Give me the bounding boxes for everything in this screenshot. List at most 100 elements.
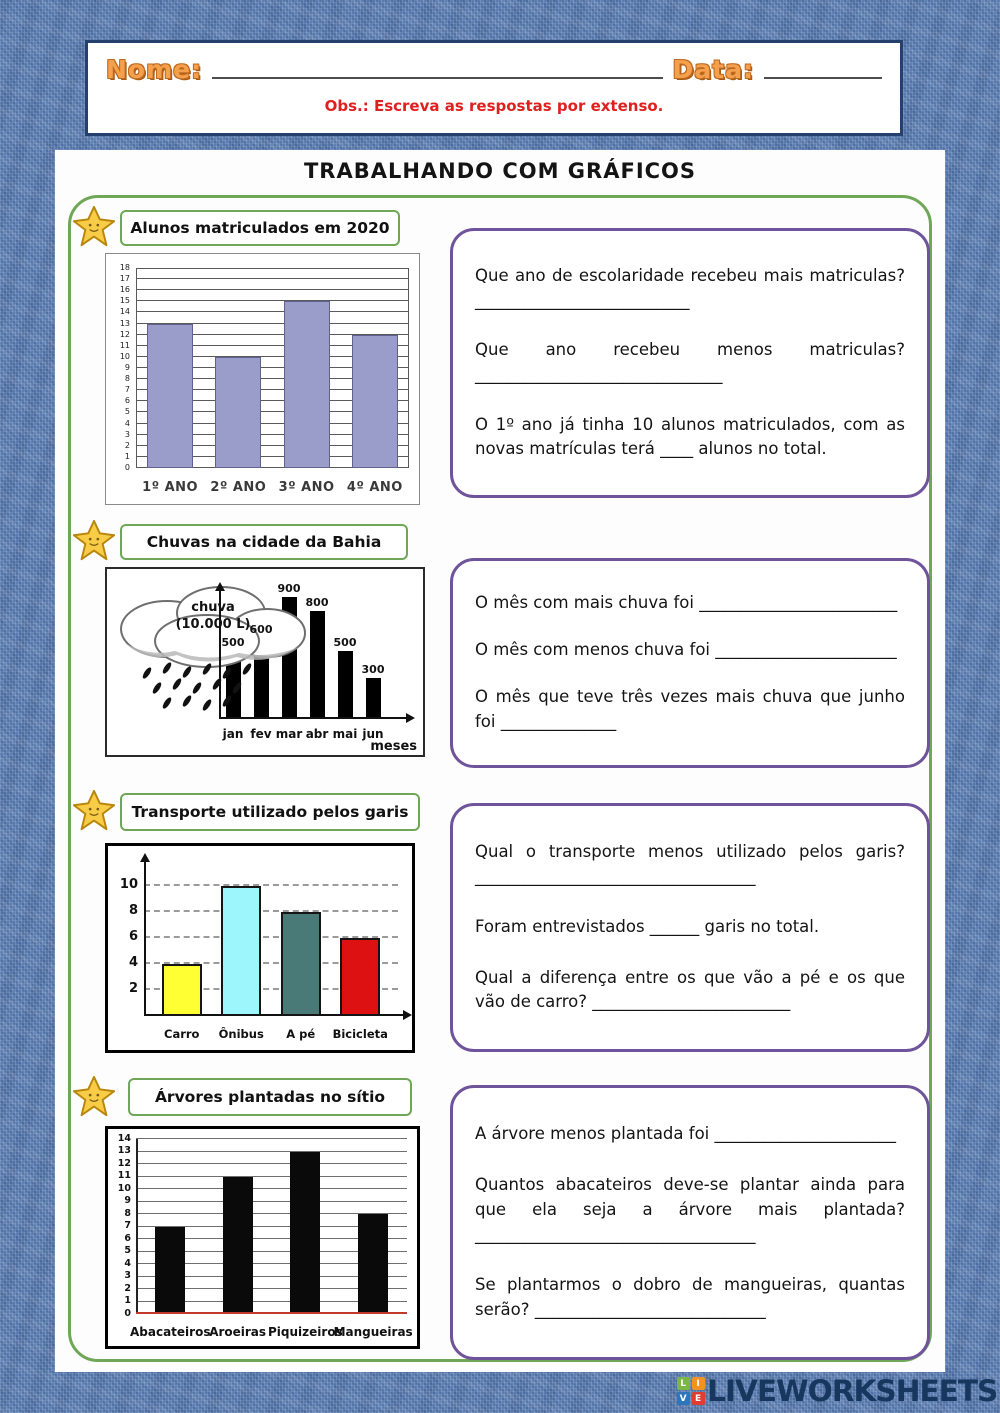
x-category-label: 2º ANO [210, 480, 267, 495]
gridline-dashed [144, 936, 398, 938]
bar-Piquizeiros [290, 1151, 321, 1312]
x-category-label: 4º ANO [346, 480, 403, 495]
gridline [136, 1300, 407, 1302]
y-tick-label: 18 [119, 263, 130, 272]
chart-arvores: 0 1 2 3 4 5 6 7 8 9 10 11 12 13 14 Abacateiros Aroeiras P… [105, 1126, 420, 1349]
bar-value-label: 500 [221, 636, 245, 650]
x-category-label: jun [362, 727, 384, 741]
date-label: Data: [672, 55, 754, 84]
x-category-label: mar [275, 727, 303, 741]
bar-2º ANO [215, 356, 262, 468]
question-text: Quantos abacateiros deve-se plantar aind… [475, 1175, 905, 1244]
star-icon [72, 519, 116, 561]
y-axis-title-line2: (10.000 L) [176, 617, 251, 632]
y-tick-label: 4 [128, 955, 138, 970]
y-tick-label: 9 [124, 363, 130, 372]
gridline [136, 278, 409, 280]
gridline [136, 1150, 407, 1152]
y-tick-label: 15 [119, 296, 130, 306]
page-title: TRABALHANDO COM GRÁFICOS [303, 159, 697, 183]
y-tick-label: 5 [124, 1245, 131, 1256]
chart-transporte: 2 4 6 8 10 Carro Ônibus A pé Bicicleta [105, 843, 415, 1053]
gridline [136, 311, 409, 313]
x-category-label: mai [332, 727, 358, 741]
y-tick-label: 12 [117, 1157, 131, 1169]
name-blank-line[interactable] [212, 77, 663, 79]
bar-value-label: 600 [249, 622, 273, 636]
y-tick-label: 4 [124, 418, 130, 428]
bar-Abacateiros [154, 1226, 185, 1312]
y-tick-label: 6 [124, 1232, 131, 1244]
question-box-chuvas: O mês com mais chuva foi _______________… [450, 558, 930, 768]
chart-alunos: 0 1 2 3 4 5 6 7 8 9 10 11 12 13 14 15 16 17 18 1º ANO 2º ANO… [105, 253, 420, 505]
question-text: Que ano recebeu menos matriculas? ______… [475, 340, 905, 384]
gridline [136, 1250, 407, 1252]
bar-mai [337, 651, 353, 719]
bar-Mangueiras [358, 1214, 389, 1312]
date-blank-line[interactable] [764, 77, 882, 79]
y-tick-label: 12 [119, 329, 130, 339]
bar-Bicicleta [340, 938, 381, 1016]
y-tick-label: 2 [128, 981, 138, 996]
gridline [136, 1263, 407, 1264]
instructions-note: Obs.: Escreva as respostas por extenso. [324, 97, 664, 115]
y-tick-label: 0 [124, 463, 130, 472]
x-axis-baseline [136, 1312, 407, 1314]
y-axis [144, 862, 146, 1016]
star-icon [72, 205, 116, 247]
question-text: O mês com menos chuva foi ______________… [475, 640, 897, 660]
gridline [136, 344, 409, 346]
y-tick-label: 7 [124, 1220, 131, 1231]
question-text: Foram entrevistados ______ garis no tota… [475, 917, 820, 937]
y-tick-label: 14 [117, 1132, 131, 1144]
gridline [136, 1275, 407, 1277]
gridline [136, 333, 409, 335]
bar-value-label: 300 [361, 663, 385, 677]
content-frame [68, 195, 932, 1362]
x-category-label: Carro [164, 1027, 200, 1041]
name-date-header: Nome: Data: Obs.: Escreva as respostas p… [85, 40, 903, 136]
y-tick-label: 11 [119, 340, 130, 350]
y-tick-label: 9 [124, 1195, 131, 1206]
star-icon [72, 1075, 116, 1117]
x-category-label: 3º ANO [278, 480, 335, 495]
y-tick-label: 13 [119, 318, 130, 328]
x-category-label: Ônibus [218, 1027, 264, 1041]
gridline-dashed [144, 988, 398, 990]
logo-letter-L: L [676, 1377, 690, 1390]
gridline [136, 1238, 407, 1239]
bar-Ônibus [221, 886, 262, 1016]
gridline [136, 1138, 407, 1139]
y-tick-label: 16 [119, 285, 130, 295]
bar-Carro [161, 964, 202, 1016]
y-tick-label: 2 [124, 440, 130, 450]
logo-letter-V: V [676, 1392, 690, 1405]
plot-frame [136, 268, 409, 468]
bar-value-label: 900 [277, 582, 301, 595]
star-icon [72, 789, 116, 831]
bar-3º ANO [283, 301, 330, 468]
y-tick-label: 5 [124, 407, 130, 417]
gridline [136, 289, 409, 291]
x-axis [219, 717, 407, 719]
y-axis-title-line1: chuva [191, 600, 234, 615]
y-tick-label: 13 [117, 1145, 131, 1156]
x-axis-title: meses [370, 739, 417, 754]
question-box-arvores: A árvore menos plantada foi ____________… [450, 1085, 930, 1360]
worksheet-body: TRABALHANDO COM GRÁFICOS Alunos matricul… [55, 150, 945, 1372]
y-tick-label: 10 [119, 877, 138, 892]
gridline-dashed [144, 910, 398, 912]
x-axis [144, 1014, 406, 1016]
y-tick-label: 1 [124, 1295, 131, 1306]
x-category-label: 1º ANO [142, 480, 199, 495]
question-text: Qual a diferença entre os que vão a pé e… [475, 967, 905, 1012]
y-tick-label: 11 [117, 1170, 131, 1181]
question-text: A árvore menos plantada foi ____________… [475, 1124, 896, 1144]
x-category-label: Mangueiras [333, 1325, 413, 1339]
y-axis [219, 591, 221, 719]
bar-Aroeiras [222, 1176, 253, 1312]
chart-title-chuvas: Chuvas na cidade da Bahia [120, 524, 408, 560]
x-category-label: abr [305, 727, 329, 741]
bar-4º ANO [351, 334, 398, 468]
